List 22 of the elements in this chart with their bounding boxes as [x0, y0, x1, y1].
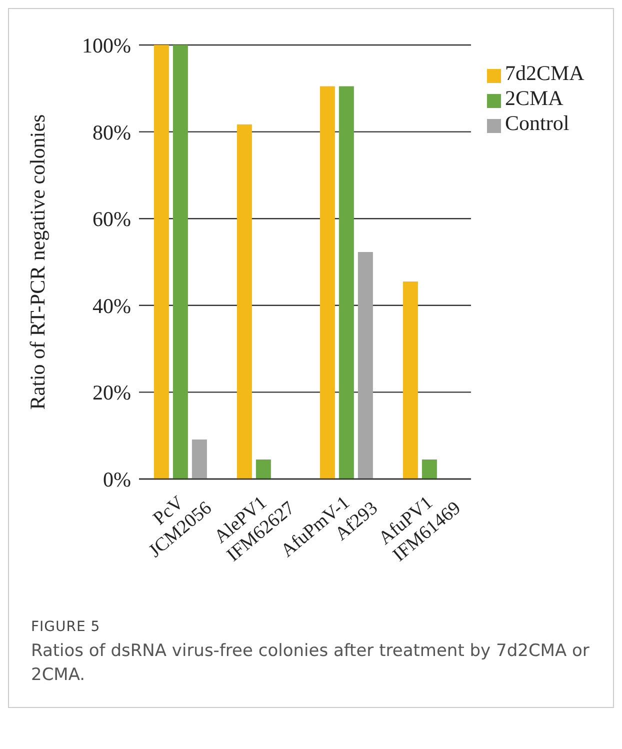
bar — [154, 45, 169, 479]
legend-label: Control — [505, 111, 570, 135]
bar — [402, 282, 418, 479]
y-tick-label: 0% — [103, 467, 131, 492]
y-tick-label: 40% — [92, 294, 131, 318]
bar — [172, 45, 188, 479]
bar — [422, 459, 437, 479]
legend-label: 7d2CMA — [505, 61, 584, 85]
bar — [320, 86, 335, 479]
y-tick-label: 80% — [92, 120, 131, 144]
bar — [338, 86, 354, 479]
text: Ratios of dsRNA virus-free colonies after treatment by 7d2CMA or 2CMA. — [31, 640, 590, 687]
bar — [192, 440, 207, 479]
y-axis-title: Ratio of RT-PCR negative colonies — [25, 114, 50, 410]
y-tick-label: 100% — [82, 33, 131, 58]
bar — [256, 459, 271, 479]
legend-label: 2CMA — [505, 86, 564, 110]
bar — [358, 252, 373, 479]
y-tick-label: 20% — [92, 380, 131, 405]
y-tick-label: 60% — [92, 207, 131, 232]
text: FIGURE 5 — [31, 619, 102, 635]
bar — [236, 124, 252, 479]
